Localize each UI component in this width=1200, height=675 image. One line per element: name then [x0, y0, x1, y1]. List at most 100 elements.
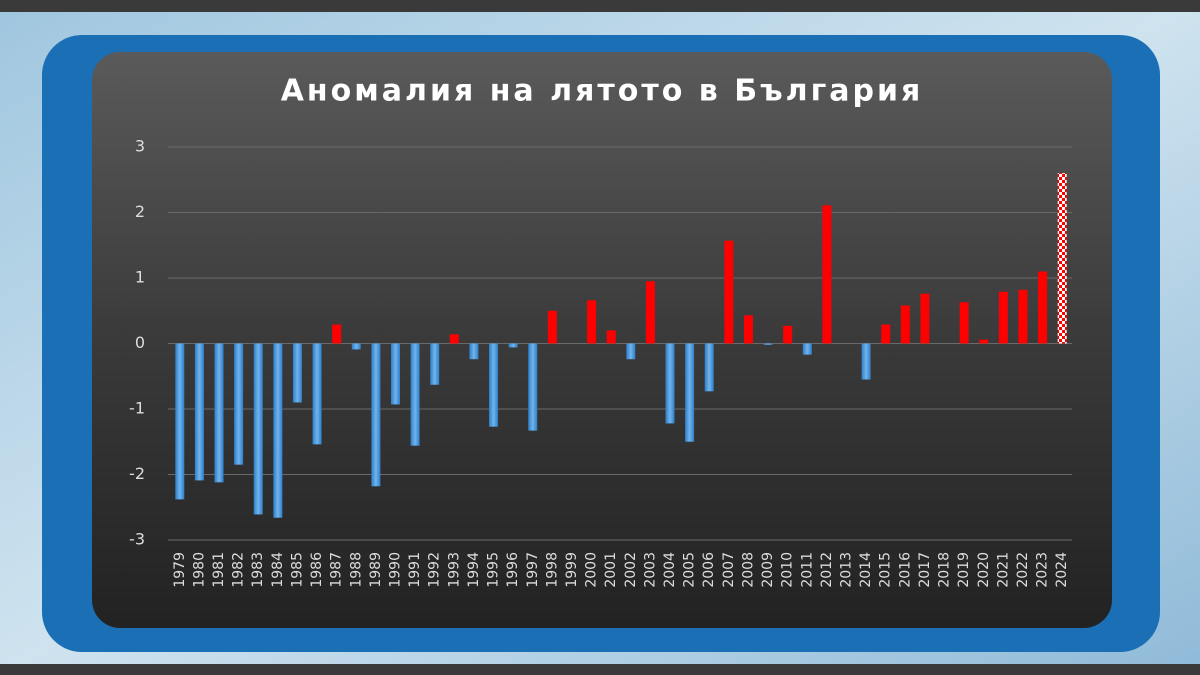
x-tick-label: 2016 [897, 552, 913, 588]
bar [724, 240, 734, 344]
panel [92, 52, 1112, 628]
bar [194, 343, 204, 481]
bottom-bar [0, 664, 1200, 675]
bar [685, 343, 695, 442]
bar [704, 343, 714, 392]
y-tick-label: -3 [129, 530, 145, 549]
bar [881, 324, 891, 344]
x-tick-label: 1995 [486, 552, 502, 588]
x-tick-label: 2022 [1015, 552, 1031, 588]
bar [802, 343, 812, 355]
bar [626, 343, 636, 360]
bar [665, 343, 675, 424]
x-tick-label: 1987 [329, 552, 345, 588]
x-tick-label: 2017 [917, 552, 933, 588]
x-tick-label: 1979 [172, 552, 188, 588]
bar [587, 300, 597, 344]
x-tick-label: 2020 [976, 552, 992, 588]
x-tick-label: 2003 [642, 552, 658, 588]
x-tick-label: 2009 [760, 552, 776, 588]
bar [273, 343, 283, 518]
x-tick-label: 1985 [289, 552, 305, 588]
x-tick-label: 2015 [878, 552, 894, 588]
bar [214, 343, 224, 483]
x-tick-label: 2008 [740, 552, 756, 588]
bar [469, 343, 479, 360]
bar [1038, 271, 1048, 344]
x-tick-label: 1994 [466, 552, 482, 588]
x-tick-label: 2021 [995, 552, 1011, 588]
bar [391, 343, 400, 405]
bar [449, 334, 459, 344]
bar [312, 343, 322, 445]
x-tick-label: 1983 [250, 552, 266, 588]
x-tick-label: 1990 [388, 552, 404, 588]
x-tick-label: 1989 [368, 552, 384, 588]
x-tick-label: 1999 [564, 552, 580, 588]
bar [175, 343, 185, 500]
x-tick-label: 2019 [956, 552, 972, 588]
bar [292, 343, 302, 403]
x-tick-label: 2001 [603, 552, 619, 588]
x-tick-label: 1980 [191, 552, 207, 588]
x-tick-label: 2002 [623, 552, 639, 588]
bar [547, 310, 557, 344]
x-tick-label: 1982 [231, 552, 247, 588]
bar [959, 302, 969, 344]
x-tick-label: 1998 [544, 552, 560, 588]
bar [371, 343, 381, 487]
x-tick-label: 1986 [309, 552, 325, 588]
x-tick-label: 2012 [819, 552, 835, 588]
bar [489, 343, 499, 427]
x-tick-label: 2013 [839, 552, 855, 588]
x-tick-label: 2024 [1054, 552, 1070, 588]
bar [920, 293, 930, 344]
top-bar [0, 0, 1200, 12]
y-tick-label: 1 [135, 268, 145, 287]
bar [998, 291, 1008, 344]
bar [1057, 173, 1067, 344]
bar [410, 343, 420, 446]
y-tick-label: 2 [135, 202, 145, 221]
x-tick-label: 2000 [584, 552, 600, 588]
y-tick-label: 3 [135, 137, 145, 156]
y-tick-label: -1 [129, 399, 145, 418]
bar [783, 325, 793, 344]
bar [253, 343, 263, 515]
x-tick-label: 1988 [348, 552, 364, 588]
x-tick-label: 1981 [211, 552, 227, 588]
x-tick-label: 1992 [427, 552, 443, 588]
bar [528, 343, 538, 431]
bar [332, 324, 342, 344]
bar [508, 343, 518, 348]
x-tick-label: 2004 [662, 552, 678, 588]
x-tick-label: 2006 [701, 552, 717, 588]
x-tick-label: 2011 [799, 552, 815, 588]
bar [606, 330, 616, 344]
bar [763, 343, 773, 345]
x-tick-label: 1996 [505, 552, 521, 588]
bar [645, 281, 655, 344]
x-tick-label: 1991 [407, 552, 423, 588]
bar [900, 305, 910, 344]
x-tick-label: 2005 [682, 552, 698, 588]
x-tick-label: 2014 [858, 552, 874, 588]
bar [351, 343, 361, 350]
x-tick-label: 2010 [780, 552, 796, 588]
bar [234, 343, 244, 465]
x-tick-label: 2007 [721, 552, 737, 588]
chart-title: Аномалия на лятото в България [281, 74, 924, 109]
bar [430, 343, 440, 385]
bar [1018, 289, 1028, 344]
bar [743, 315, 753, 344]
y-tick-label: 0 [135, 333, 145, 352]
x-tick-label: 1984 [270, 552, 286, 588]
x-tick-label: 2018 [937, 552, 953, 588]
x-tick-label: 2023 [1035, 552, 1051, 588]
bar [861, 343, 871, 380]
x-tick-label: 1993 [446, 552, 462, 588]
y-tick-label: -2 [129, 464, 145, 483]
bar [979, 339, 989, 344]
